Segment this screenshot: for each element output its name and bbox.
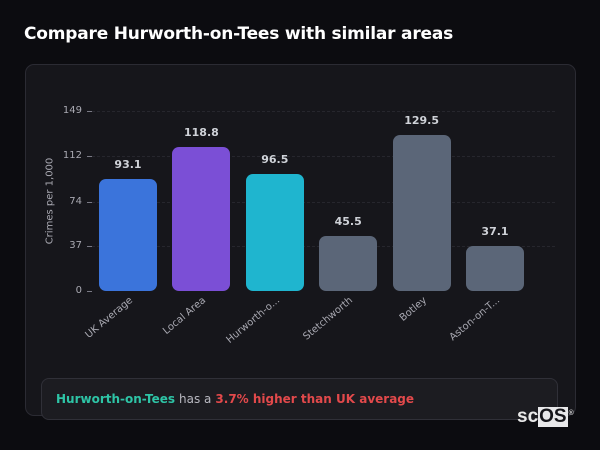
bar-stetchworth[interactable]: [319, 236, 378, 291]
page-title: Compare Hurworth-on-Tees with similar ar…: [24, 24, 454, 44]
summary-comparison: 3.7% higher than UK average: [215, 392, 415, 406]
registered-mark-icon: ®: [568, 410, 574, 417]
summary-connector: has a: [179, 392, 212, 406]
scos-logo: sc OS ®: [517, 407, 574, 427]
comparison-summary: Hurworth-on-Tees has a 3.7% higher than …: [41, 378, 558, 420]
bar-uk-average[interactable]: [99, 178, 157, 291]
bar-local-area[interactable]: [172, 147, 231, 291]
bar-aston-on-t[interactable]: [466, 246, 524, 291]
bar-botley[interactable]: [392, 134, 451, 291]
summary-area-name: Hurworth-on-Tees: [56, 392, 176, 406]
bar-hurworth-o[interactable]: [245, 174, 304, 291]
logo-os: OS: [538, 406, 568, 427]
logo-sc: sc: [517, 406, 539, 427]
